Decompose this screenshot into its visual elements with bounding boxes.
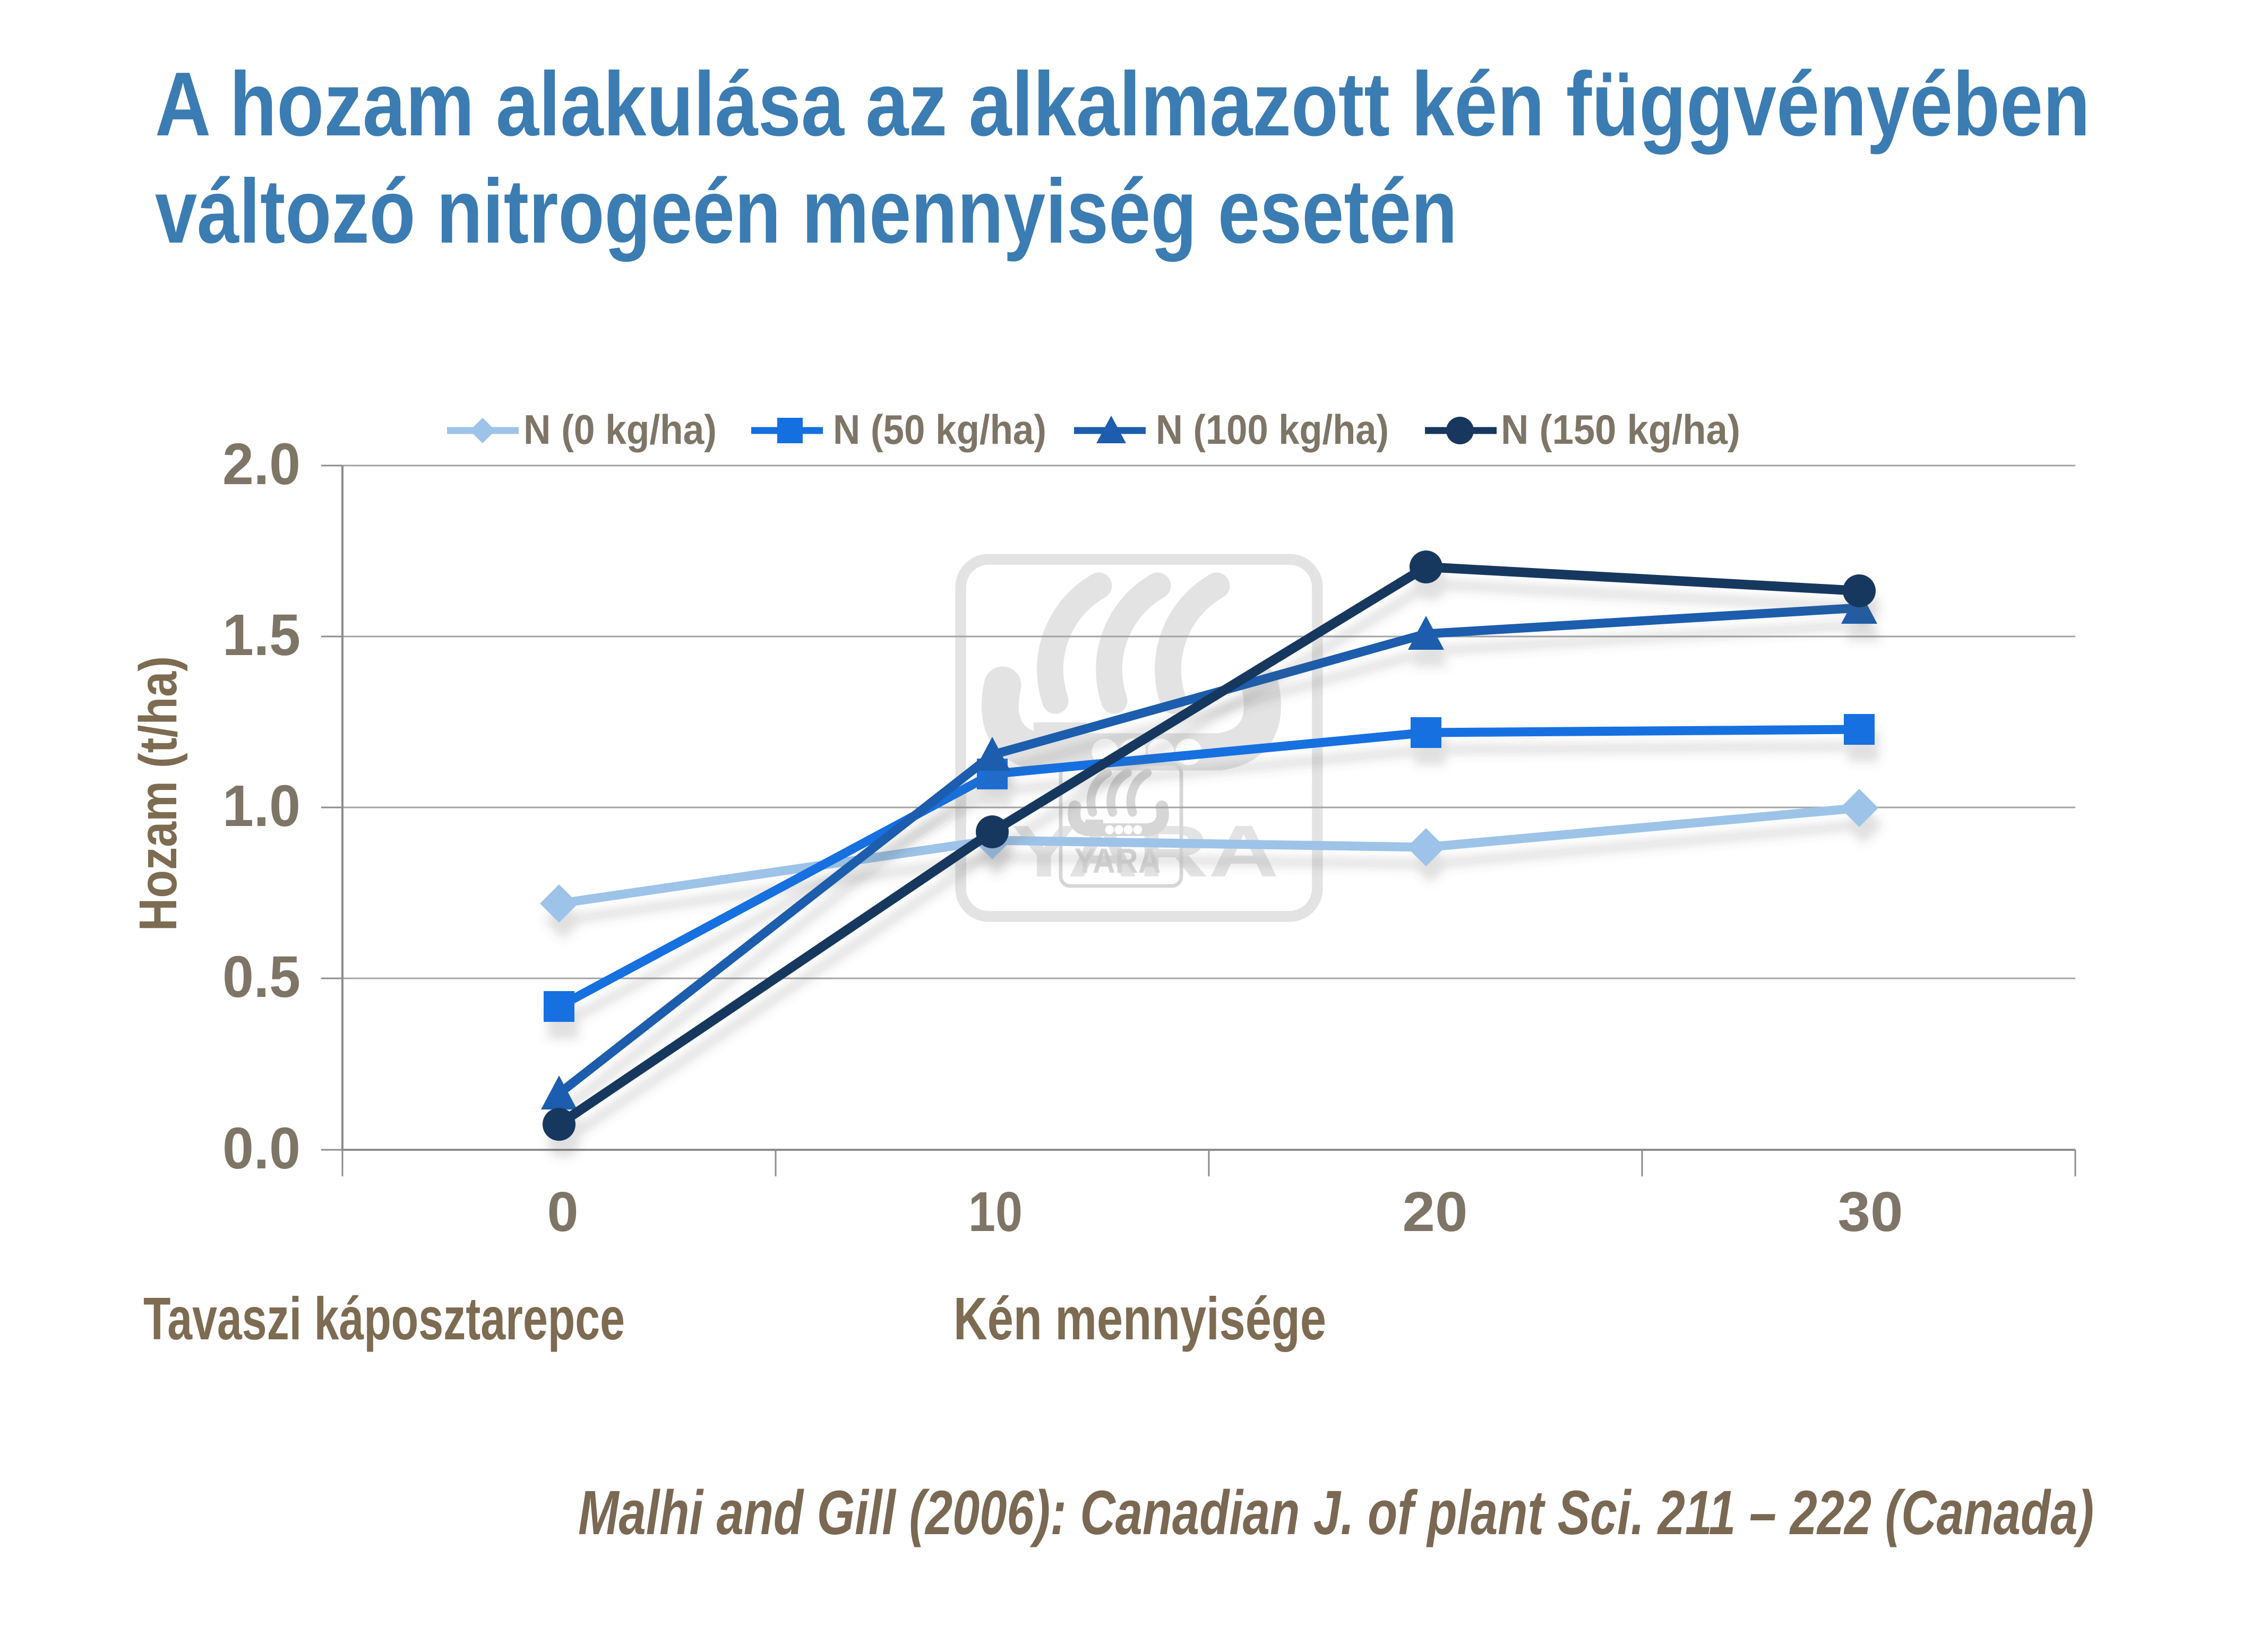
svg-text:N (0 kg/ha): N (0 kg/ha) [523, 406, 717, 453]
svg-text:Hozam (t/ha): Hozam (t/ha) [128, 656, 188, 931]
svg-text:Malhi and Gill (2006): Canadia: Malhi and Gill (2006): Canadian J. of pl… [578, 1477, 2094, 1547]
svg-text:30: 30 [1838, 1181, 1903, 1243]
svg-text:Tavaszi káposztarepce: Tavaszi káposztarepce [143, 1285, 625, 1352]
svg-text:változó nitrogeén mennyiség es: változó nitrogeén mennyiség esetén [155, 161, 1457, 262]
svg-text:0: 0 [547, 1181, 579, 1243]
svg-text:YARA: YARA [1075, 841, 1161, 880]
svg-text:10: 10 [968, 1181, 1023, 1243]
svg-text:1.5: 1.5 [222, 603, 300, 668]
svg-text:N (50 kg/ha): N (50 kg/ha) [833, 406, 1046, 453]
svg-text:N (100 kg/ha): N (100 kg/ha) [1156, 406, 1389, 453]
svg-text:0.5: 0.5 [222, 944, 300, 1010]
svg-text:0.0: 0.0 [222, 1116, 300, 1181]
svg-text:1.0: 1.0 [222, 773, 300, 839]
svg-text:A hozam alakulása az alkalmazo: A hozam alakulása az alkalmazott kén füg… [155, 54, 2090, 155]
svg-text:20: 20 [1403, 1181, 1468, 1243]
svg-text:2.0: 2.0 [222, 432, 300, 497]
svg-text:N (150 kg/ha): N (150 kg/ha) [1501, 406, 1740, 453]
svg-text:Kén mennyisége: Kén mennyisége [954, 1285, 1326, 1352]
